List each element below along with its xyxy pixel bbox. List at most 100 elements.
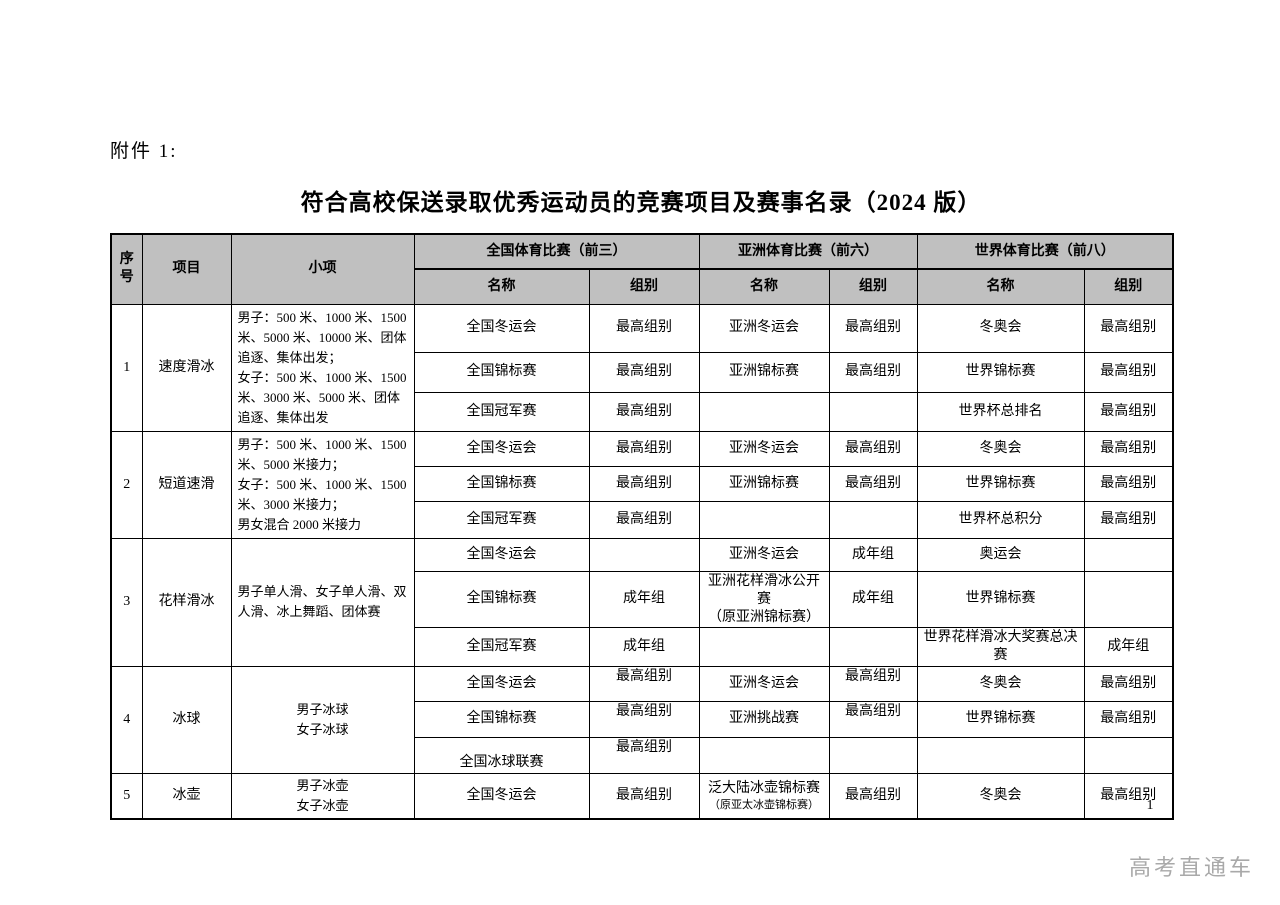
asia-name-cell: 亚洲花样滑冰公开赛 （原亚洲锦标赛） bbox=[698, 570, 830, 628]
world-event-name: 奥运会 bbox=[979, 546, 1022, 562]
national-event-name: 全国冰球联赛 bbox=[459, 754, 544, 770]
asia-name-cell bbox=[698, 736, 830, 774]
national-name-cell: 全国冠军赛 bbox=[413, 500, 590, 539]
world-division-cell bbox=[1083, 736, 1174, 774]
events-line: 男子单人滑、女子单人滑、双人滑、冰上舞蹈、团体赛 bbox=[237, 584, 407, 619]
world-division-cell: 最高组别 bbox=[1083, 351, 1174, 393]
table-row: 2 短道速滑 男子：500 米、1000 米、1500 米、5000 米接力； 女子：… bbox=[110, 430, 1174, 539]
world-division-cell: 最高组别 bbox=[1083, 700, 1174, 738]
national-event-name: 全国冠军赛 bbox=[466, 511, 537, 527]
world-event-name: 世界杯总排名 bbox=[958, 403, 1043, 419]
seq-cell: 3 bbox=[110, 537, 143, 667]
events-line: 女子冰球 bbox=[296, 721, 349, 737]
asia-name-cell: 亚洲冬运会 bbox=[698, 303, 830, 353]
national-name-cell: 全国冬运会 bbox=[413, 430, 590, 467]
events-cell: 男子：500 米、1000 米、1500 米、5000 米、10000 米、团体… bbox=[230, 303, 415, 432]
asia-event-former-name: （原亚洲锦标赛） bbox=[708, 609, 820, 625]
asia-name-cell: 亚洲冬运会 bbox=[698, 430, 830, 467]
asia-division-cell: 最高组别 bbox=[828, 465, 918, 502]
world-event-name: 世界锦标赛 bbox=[965, 364, 1036, 379]
events-cell: 男子：500 米、1000 米、1500 米、5000 米接力； 女子：500 米… bbox=[230, 430, 415, 539]
sport-cell: 冰球 bbox=[141, 665, 232, 774]
events-line: 男子：500 米、1000 米、1500 米、5000 米、10000 米、团体… bbox=[237, 309, 407, 365]
asia-division-cell: 最高组别 bbox=[828, 430, 918, 467]
world-name-cell: 世界锦标赛 bbox=[916, 570, 1085, 628]
world-division-cell: 最高组别 bbox=[1083, 391, 1174, 432]
asia-event-name: 亚洲锦标赛 bbox=[729, 364, 799, 379]
national-event-name: 全国冠军赛 bbox=[466, 403, 537, 419]
world-name-cell: 冬奥会 bbox=[916, 303, 1085, 353]
asia-name-cell: 亚洲冬运会 bbox=[698, 665, 830, 702]
table-row: 全国冠军赛 最高组别 世界杯总排名 最高组别 bbox=[111, 391, 1174, 432]
national-name-cell: 全国冰球联赛 bbox=[413, 736, 590, 774]
national-division-cell: 最高组别 bbox=[588, 430, 700, 467]
events-cell: 男子冰壶 女子冰壶 bbox=[230, 772, 415, 819]
events-line: 男子冰壶 bbox=[296, 777, 349, 793]
world-division-cell: 最高组别 bbox=[1083, 500, 1174, 539]
sport-cell: 花样滑冰 bbox=[141, 537, 232, 667]
events-line: 女子：500 米、1000 米、1500 米、3000 米接力； bbox=[237, 476, 407, 512]
sport-cell: 速度滑冰 bbox=[141, 303, 232, 432]
events-line: 女子：500 米、1000 米、1500 米、3000 米、5000 米、团体追… bbox=[237, 369, 407, 425]
asia-event-name: 亚洲挑战赛 bbox=[729, 711, 799, 726]
header-national-name: 名称 bbox=[413, 268, 590, 305]
table-row: 1 速度滑冰 男子：500 米、1000 米、1500 米、5000 米、10000… bbox=[110, 303, 1174, 432]
national-name-cell: 全国锦标赛 bbox=[413, 570, 590, 628]
world-name-cell: 冬奥会 bbox=[916, 772, 1085, 819]
world-event-name: 世界锦标赛 bbox=[965, 475, 1036, 491]
national-division-cell: 最高组别 bbox=[588, 772, 700, 819]
attachment-label: 附件 1: bbox=[110, 141, 178, 162]
events-line: 男女混合 2000 米接力 bbox=[237, 516, 362, 532]
national-event-name: 全国冬运会 bbox=[466, 546, 537, 562]
national-event-name: 全国冠军赛 bbox=[466, 638, 537, 654]
world-name-cell: 世界锦标赛 bbox=[916, 700, 1085, 738]
events-cell: 男子单人滑、女子单人滑、双人滑、冰上舞蹈、团体赛 bbox=[230, 537, 415, 667]
table-row: 全国冠军赛 最高组别 世界杯总积分 最高组别 bbox=[111, 500, 1174, 539]
national-division-cell: 成年组 bbox=[588, 626, 700, 667]
world-event-name: 世界花样滑冰大奖赛总决赛 bbox=[923, 629, 1078, 663]
national-division-cell: 最高组别 bbox=[588, 665, 700, 702]
world-division-cell: 最高组别 bbox=[1083, 303, 1174, 353]
asia-name-cell: 泛大陆冰壶锦标赛 （原亚太冰壶锦标赛） bbox=[698, 772, 830, 819]
asia-name-cell bbox=[698, 626, 830, 667]
world-event-name: 冬奥会 bbox=[979, 440, 1022, 456]
asia-division-cell bbox=[828, 736, 918, 774]
header-world-group: 世界体育比赛（前八） bbox=[916, 233, 1174, 270]
world-name-cell: 冬奥会 bbox=[916, 430, 1085, 467]
national-name-cell: 全国冬运会 bbox=[413, 665, 590, 702]
national-name-cell: 全国冬运会 bbox=[413, 303, 590, 353]
asia-name-cell: 亚洲挑战赛 bbox=[698, 700, 830, 738]
asia-division-cell: 成年组 bbox=[828, 537, 918, 572]
asia-event-name: 亚洲冬运会 bbox=[729, 675, 799, 691]
asia-name-cell: 亚洲锦标赛 bbox=[698, 465, 830, 502]
national-event-name: 全国冬运会 bbox=[466, 320, 537, 335]
events-line: 女子冰壶 bbox=[296, 797, 349, 813]
national-name-cell: 全国锦标赛 bbox=[413, 465, 590, 502]
asia-event-name: 亚洲冬运会 bbox=[729, 440, 799, 456]
asia-division-cell bbox=[828, 500, 918, 539]
header-asia-name: 名称 bbox=[698, 268, 830, 305]
header-sport: 项目 bbox=[141, 233, 232, 305]
national-event-name: 全国冬运会 bbox=[466, 787, 537, 803]
header-world-name: 名称 bbox=[916, 268, 1085, 305]
events-line: 男子：500 米、1000 米、1500 米、5000 米接力； bbox=[237, 436, 407, 472]
national-event-name: 全国冬运会 bbox=[466, 675, 537, 691]
national-name-cell: 全国冬运会 bbox=[413, 772, 590, 819]
page-number: 1 bbox=[1146, 798, 1154, 813]
header-events: 小项 bbox=[230, 233, 415, 305]
header-asia-group: 亚洲体育比赛（前六） bbox=[698, 233, 918, 270]
national-name-cell: 全国锦标赛 bbox=[413, 700, 590, 738]
national-division-cell bbox=[588, 537, 700, 572]
world-event-name: 世界锦标赛 bbox=[965, 591, 1036, 606]
table-body: 1 速度滑冰 男子：500 米、1000 米、1500 米、5000 米、10000… bbox=[110, 303, 1174, 819]
world-name-cell bbox=[916, 736, 1085, 774]
world-event-name: 世界锦标赛 bbox=[965, 711, 1036, 726]
world-division-cell: 成年组 bbox=[1083, 626, 1174, 667]
asia-event-name: 亚洲锦标赛 bbox=[729, 475, 799, 491]
header-national-division: 组别 bbox=[588, 268, 700, 305]
world-division-cell: 最高组别 bbox=[1083, 430, 1174, 467]
table-row: 全国冰球联赛 最高组别 bbox=[111, 736, 1174, 774]
national-event-name: 全国锦标赛 bbox=[466, 475, 537, 491]
table-row: 全国锦标赛 最高组别 亚洲挑战赛 最高组别 世界锦标赛 最高组别 bbox=[111, 700, 1174, 738]
asia-name-cell: 亚洲冬运会 bbox=[698, 537, 830, 572]
